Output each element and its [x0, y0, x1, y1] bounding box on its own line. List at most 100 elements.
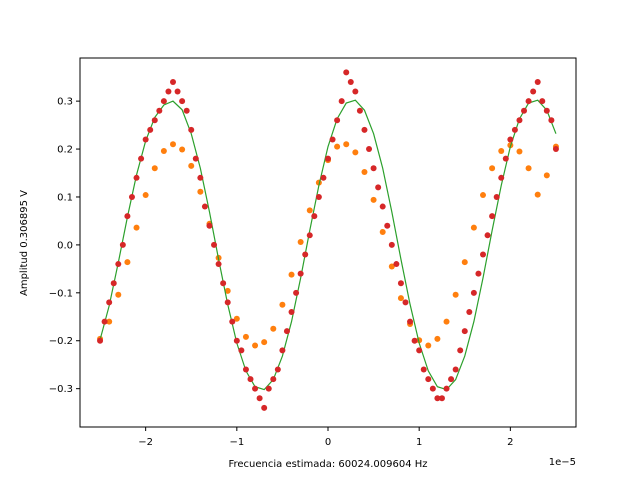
- series-3-point: [411, 337, 418, 344]
- series-3-point: [329, 136, 336, 143]
- series-1-point: [106, 318, 113, 325]
- series-3-point: [448, 376, 455, 383]
- series-1-point: [470, 224, 477, 231]
- series-3-point: [188, 126, 195, 133]
- series-3-point: [224, 299, 231, 306]
- series-3-point: [356, 107, 363, 114]
- series-1-point: [124, 259, 131, 266]
- series-3-point: [498, 174, 505, 181]
- series-3-point: [174, 88, 181, 95]
- series-3-point: [516, 117, 523, 124]
- y-tick-label: 0.0: [57, 240, 73, 251]
- y-tick-label: −0.1: [49, 288, 73, 299]
- series-3-point: [552, 146, 559, 153]
- series-1-point: [151, 165, 158, 172]
- series-3-point: [101, 318, 108, 325]
- series-3-point: [325, 155, 331, 162]
- series-1-point: [261, 339, 268, 346]
- series-3-point: [247, 376, 254, 383]
- series-3-point: [320, 174, 327, 181]
- series-1-point: [288, 271, 295, 278]
- series-3-point: [151, 117, 158, 124]
- series-3-point: [379, 203, 386, 210]
- series-3-point: [252, 385, 259, 392]
- series-1-point: [252, 342, 259, 349]
- y-tick-label: 0.3: [57, 97, 73, 108]
- series-3-point: [452, 366, 459, 373]
- series-1-point: [543, 172, 550, 179]
- y-tick-label: −0.3: [49, 384, 73, 395]
- series-3-point: [306, 232, 313, 239]
- x-tick-label: −1: [229, 437, 244, 448]
- series-1-point: [142, 192, 149, 199]
- series-3-point: [119, 241, 126, 248]
- series-1-point: [516, 148, 523, 155]
- series-3-point: [279, 347, 286, 354]
- series-1-point: [434, 335, 441, 342]
- series-1-point: [224, 287, 231, 294]
- series-1-point: [297, 239, 304, 246]
- series-1-point: [188, 162, 195, 169]
- series-3-point: [147, 126, 154, 133]
- series-3-point: [393, 261, 400, 268]
- series-3-point: [361, 126, 368, 133]
- series-3-point: [525, 98, 532, 105]
- series-1-point: [270, 325, 277, 332]
- series-3-point: [420, 366, 427, 373]
- series-3-point: [375, 184, 382, 191]
- series-3-point: [438, 395, 445, 402]
- series-1-point: [352, 149, 359, 156]
- x-tick-label: −2: [138, 437, 153, 448]
- series-3-point: [388, 241, 395, 248]
- series-3-point: [115, 261, 122, 268]
- series-1-point: [115, 291, 122, 298]
- series-1-point: [334, 143, 341, 150]
- series-3-point: [480, 251, 486, 258]
- series-3-point: [192, 155, 199, 162]
- series-1-point: [197, 188, 204, 195]
- series-3-point: [156, 107, 163, 114]
- series-1-point: [425, 342, 432, 349]
- series-1-point: [179, 146, 186, 153]
- series-3-point: [133, 174, 140, 181]
- x-tick-label: 2: [507, 437, 513, 448]
- series-3-point: [407, 318, 414, 325]
- series-3-point: [502, 155, 509, 162]
- series-3-point: [548, 117, 555, 124]
- series-1-point: [388, 263, 395, 270]
- series-3-point: [233, 337, 240, 344]
- series-3-point: [274, 366, 281, 373]
- series-3-point: [521, 107, 528, 114]
- series-1-point: [534, 191, 541, 198]
- series-3-point: [461, 328, 468, 335]
- series-2-line: [99, 99, 557, 391]
- series-3-point: [165, 88, 172, 95]
- series-3-point: [302, 251, 309, 258]
- series-3-point: [261, 404, 268, 411]
- series-1-point: [306, 207, 313, 214]
- series-3-point: [106, 299, 113, 306]
- series-1-point: [489, 165, 496, 172]
- series-3-point: [484, 232, 491, 239]
- series-3-point: [539, 98, 546, 105]
- series-3-point: [293, 289, 300, 296]
- series-3-point: [457, 347, 464, 354]
- series-3-point: [179, 98, 186, 105]
- series-3-point: [511, 126, 518, 133]
- series-3-point: [366, 146, 373, 153]
- series-3-point: [443, 385, 450, 392]
- series-3-point: [197, 174, 204, 181]
- series-1-point: [343, 141, 350, 148]
- y-axis-label: Amplitud 0.306895 V: [19, 190, 30, 296]
- series-1-point: [361, 169, 368, 176]
- series-3-point: [215, 261, 222, 268]
- y-tick-label: 0.1: [57, 192, 73, 203]
- series-3-point: [242, 366, 249, 373]
- series-3-point: [142, 136, 149, 143]
- series-3-point: [220, 280, 227, 287]
- y-axis: −0.3 −0.2 −0.1 0.0 0.1 0.2 0.3: [49, 97, 80, 395]
- series-3-point: [288, 308, 295, 315]
- series-3-point: [206, 222, 213, 229]
- series-3-point: [265, 385, 272, 392]
